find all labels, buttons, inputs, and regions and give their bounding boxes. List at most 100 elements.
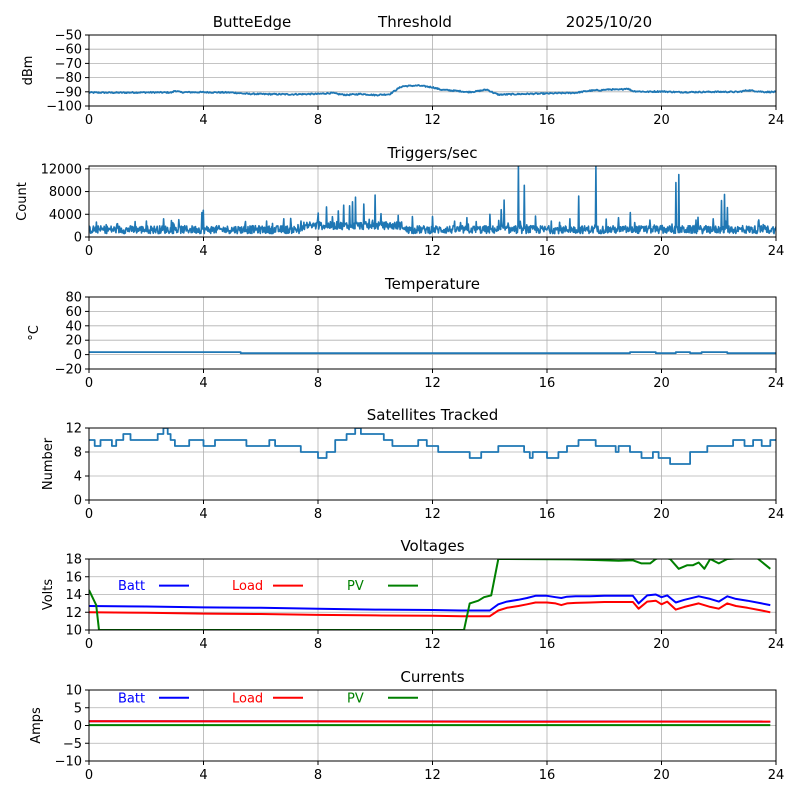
xtick-label-satellites-5: 20 <box>653 507 670 522</box>
panel-title-currents: Currents <box>400 668 464 686</box>
xtick-label-threshold-6: 24 <box>768 113 785 128</box>
panel-title-triggers: Triggers/sec <box>387 144 478 162</box>
legend-label-voltages-batt: Batt <box>118 579 145 594</box>
series-voltages-batt <box>89 593 771 612</box>
header-station: ButteEdge <box>213 13 292 31</box>
legend-label-currents-pv: PV <box>347 691 364 706</box>
ytick-label-satellites-0: 0 <box>74 494 82 509</box>
xtick-label-voltages-0: 0 <box>85 637 93 652</box>
xtick-label-currents-3: 12 <box>424 768 441 783</box>
ytick-label-temperature-0: −20 <box>55 363 82 378</box>
panel-triggers: 0 4 8 12 16 20 24 0 4000 8000 12000 Triggers/sec Cou… <box>15 144 784 259</box>
xtick-label-satellites-0: 0 <box>85 507 93 522</box>
xtick-label-triggers-0: 0 <box>85 244 93 259</box>
header-mode: Threshold <box>377 13 452 31</box>
ytick-label-voltages-0: 10 <box>65 624 82 639</box>
xtick-label-temperature-2: 8 <box>314 376 322 391</box>
xtick-label-temperature-3: 12 <box>424 376 441 391</box>
xtick-label-temperature-4: 16 <box>539 376 556 391</box>
plot-area-threshold <box>89 84 776 97</box>
panel-satellites: 0 4 8 12 16 20 24 0 4 8 12 Satellites Tracked Number <box>41 406 784 522</box>
xtick-label-voltages-3: 12 <box>424 637 441 652</box>
ylabel-triggers: Count <box>15 182 30 221</box>
ytick-label-currents-1: −5 <box>63 737 82 752</box>
xtick-label-currents-4: 16 <box>539 768 556 783</box>
ytick-label-satellites-2: 8 <box>74 446 82 461</box>
xtick-label-satellites-2: 8 <box>314 507 322 522</box>
ylabel-threshold: dBm <box>21 56 36 86</box>
ytick-label-currents-0: −10 <box>55 755 82 770</box>
series-threshold-threshold <box>89 84 776 97</box>
plot-area-temperature <box>89 351 776 355</box>
xtick-label-triggers-5: 20 <box>653 244 670 259</box>
panel-currents: 0 4 8 12 16 20 24 −10 −5 0 5 10 Currents Amps Batt Load… <box>29 668 784 783</box>
xtick-label-currents-1: 4 <box>199 768 207 783</box>
xtick-label-threshold-0: 0 <box>85 113 93 128</box>
ytick-label-threshold-5: −50 <box>55 29 82 44</box>
ytick-label-satellites-3: 12 <box>65 422 82 437</box>
ytick-label-threshold-0: −100 <box>46 100 82 115</box>
legend-label-currents-batt: Batt <box>118 691 145 706</box>
xtick-label-temperature-1: 4 <box>199 376 207 391</box>
ylabel-temperature: °C <box>27 325 42 341</box>
panel-title-satellites: Satellites Tracked <box>367 406 498 424</box>
plot-area-voltages <box>89 559 771 630</box>
legend-label-currents-load: Load <box>232 691 263 706</box>
xtick-label-threshold-1: 4 <box>199 113 207 128</box>
panel-title-temperature: Temperature <box>384 275 480 293</box>
xtick-label-triggers-6: 24 <box>768 244 785 259</box>
xtick-label-temperature-5: 20 <box>653 376 670 391</box>
xtick-label-temperature-6: 24 <box>768 376 785 391</box>
xtick-label-threshold-2: 8 <box>314 113 322 128</box>
ytick-label-threshold-1: −90 <box>55 85 82 100</box>
xtick-label-currents-2: 8 <box>314 768 322 783</box>
xtick-label-voltages-6: 24 <box>768 637 785 652</box>
ytick-label-voltages-3: 16 <box>65 570 82 585</box>
series-voltages-load <box>89 599 771 618</box>
xtick-label-voltages-4: 16 <box>539 637 556 652</box>
xtick-label-satellites-6: 24 <box>768 507 785 522</box>
ytick-label-voltages-4: 18 <box>65 553 82 568</box>
ytick-label-threshold-4: −60 <box>55 43 82 58</box>
series-currents-load <box>89 720 771 723</box>
ylabel-voltages: Volts <box>41 579 56 611</box>
ytick-label-temperature-3: 40 <box>65 319 82 334</box>
plot-area-currents <box>89 720 771 727</box>
xtick-label-threshold-4: 16 <box>539 113 556 128</box>
ytick-label-temperature-2: 20 <box>65 334 82 349</box>
ytick-label-voltages-2: 14 <box>65 588 82 603</box>
ytick-label-threshold-3: −70 <box>55 57 82 72</box>
ytick-label-triggers-3: 12000 <box>41 162 82 177</box>
legend-label-voltages-pv: PV <box>347 579 364 594</box>
plot-area-satellites <box>89 428 776 465</box>
xtick-label-satellites-3: 12 <box>424 507 441 522</box>
series-temperature-temperature <box>89 351 776 355</box>
xtick-label-threshold-5: 20 <box>653 113 670 128</box>
xtick-label-triggers-1: 4 <box>199 244 207 259</box>
panel-title-voltages: Voltages <box>400 537 464 555</box>
ytick-label-triggers-0: 0 <box>74 231 82 246</box>
xtick-label-satellites-4: 16 <box>539 507 556 522</box>
ytick-label-temperature-4: 60 <box>65 305 82 320</box>
panel-threshold: 0 4 8 12 16 20 24 −100−90−80−70−60−50 dBm <box>21 29 784 129</box>
xtick-label-triggers-2: 8 <box>314 244 322 259</box>
ytick-label-currents-2: 0 <box>74 719 82 734</box>
ytick-label-threshold-2: −80 <box>55 71 82 86</box>
xtick-label-triggers-3: 12 <box>424 244 441 259</box>
xtick-label-satellites-1: 4 <box>199 507 207 522</box>
xtick-label-threshold-3: 12 <box>424 113 441 128</box>
xtick-label-currents-0: 0 <box>85 768 93 783</box>
ytick-label-satellites-1: 4 <box>74 470 82 485</box>
header-date: 2025/10/20 <box>566 13 652 31</box>
ytick-label-triggers-2: 8000 <box>49 185 82 200</box>
ylabel-satellites: Number <box>41 437 56 490</box>
series-voltages-pv <box>89 559 771 630</box>
legend-label-voltages-load: Load <box>232 579 263 594</box>
xtick-label-voltages-2: 8 <box>314 637 322 652</box>
ytick-label-currents-3: 5 <box>74 701 82 716</box>
series-triggers-triggers <box>89 166 776 235</box>
ylabel-currents: Amps <box>29 707 44 744</box>
series-satellites-satellites <box>89 428 776 465</box>
ytick-label-triggers-1: 4000 <box>49 208 82 223</box>
